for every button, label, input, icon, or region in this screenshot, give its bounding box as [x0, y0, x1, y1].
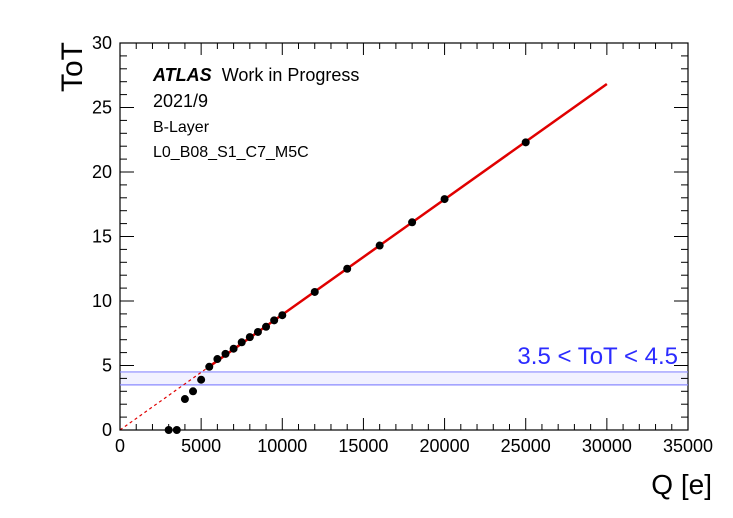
x-axis-label: Q [e] — [651, 469, 712, 500]
fit-extrapolation-line — [119, 366, 210, 431]
y-tick-label: 5 — [102, 356, 112, 376]
atlas-label: ATLAS Work in Progress — [152, 65, 359, 85]
band-label: 3.5 < ToT < 4.5 — [517, 343, 678, 370]
data-point — [253, 327, 262, 336]
data-point — [343, 264, 352, 273]
x-tick-label: 0 — [115, 436, 125, 456]
data-point — [213, 355, 222, 364]
x-tick-label: 5000 — [181, 436, 221, 456]
y-tick-label: 20 — [92, 162, 112, 182]
band-fill — [120, 371, 688, 385]
x-tick-label: 10000 — [257, 436, 307, 456]
y-tick-label: 15 — [92, 227, 112, 247]
data-point — [310, 287, 319, 296]
atlas-experiment: ATLAS — [152, 65, 212, 85]
x-tick-label: 25000 — [501, 436, 551, 456]
data-point — [440, 195, 449, 204]
data-point — [262, 322, 271, 331]
atlas-status: Work in Progress — [222, 65, 360, 85]
y-tick-label: 10 — [92, 291, 112, 311]
module-label: L0_B08_S1_C7_M5C — [153, 144, 309, 161]
band-layer — [120, 371, 688, 386]
x-tick-label: 30000 — [582, 436, 632, 456]
data-point — [237, 338, 246, 347]
data-point — [408, 218, 417, 227]
data-point — [278, 311, 287, 320]
y-tick-label: 30 — [92, 33, 112, 53]
y-tick-label: 25 — [92, 98, 112, 118]
y-tick-label: 0 — [102, 420, 112, 440]
data-point — [375, 241, 384, 250]
y-axis-label: ToT — [56, 42, 89, 92]
data-point — [245, 333, 254, 342]
data-point — [270, 316, 279, 325]
x-tick-label: 15000 — [338, 436, 388, 456]
data-point — [189, 387, 198, 396]
data-point — [229, 344, 238, 353]
x-tick-label: 20000 — [420, 436, 470, 456]
points-layer — [164, 138, 530, 434]
date-label: 2021/9 — [153, 91, 208, 111]
x-tick-label: 35000 — [663, 436, 713, 456]
layer-label: B-Layer — [153, 119, 210, 136]
data-point — [205, 362, 214, 371]
data-point — [221, 349, 230, 358]
data-point — [180, 395, 189, 404]
ticks-layer: 0 5000 10000 15000 20000 25000 30000 35000 0 5 10 1… — [92, 33, 713, 456]
data-point — [197, 375, 206, 384]
data-point — [172, 426, 181, 434]
data-point — [521, 138, 530, 147]
